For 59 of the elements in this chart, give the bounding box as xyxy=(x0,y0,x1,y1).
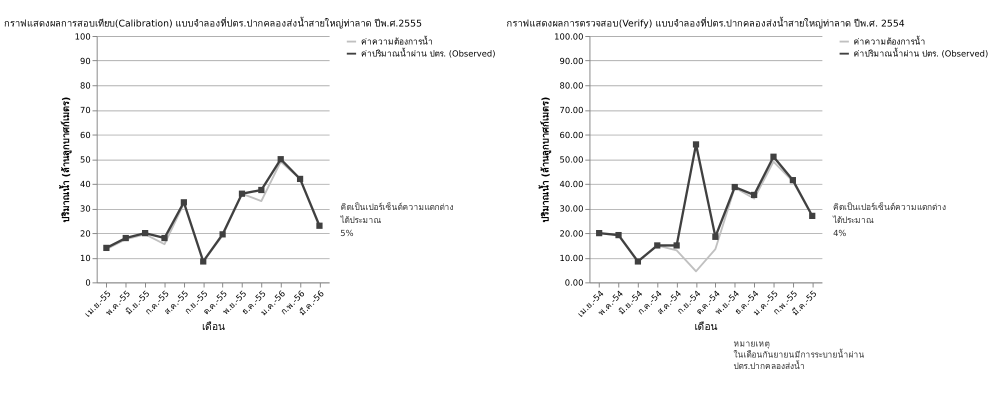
point xyxy=(180,199,187,206)
y-tick-label: 80.00 xyxy=(559,80,584,91)
point xyxy=(809,212,816,219)
y-tick-label: 40.00 xyxy=(559,179,584,190)
point xyxy=(692,141,700,148)
y-tick-label: 0 xyxy=(85,278,91,288)
point xyxy=(219,231,226,238)
y-tick-label: 10.00 xyxy=(559,253,584,264)
y-tick-label: 90 xyxy=(80,56,91,66)
text: คิดเป็นเปอร์เซ็นต์ความแตกต่าง ได้ประมาณ 5% xyxy=(339,202,454,238)
y-tick-label: 10 xyxy=(80,253,91,264)
point xyxy=(161,234,168,242)
point xyxy=(712,234,719,240)
point xyxy=(674,242,680,249)
point xyxy=(296,176,304,182)
legend-label: ค่าความต้องการน้ำ xyxy=(854,35,926,46)
point xyxy=(770,154,777,160)
y-tick-label: 40 xyxy=(80,179,91,190)
point xyxy=(258,186,264,194)
y-tick-label: 70 xyxy=(80,105,91,116)
y-tick-label: 80 xyxy=(80,80,91,91)
text: หมายเหตุ ในเดือนกันยายนมีการระบายน้ำผ่าน ปตร.ปากคลองส่งน้ำ xyxy=(734,338,865,371)
text: คิดเป็นเปอร์เซ็นต์ความแตกต่าง ได้ประมาณ 4% xyxy=(832,202,946,238)
y-tick-label: 90.00 xyxy=(559,56,584,66)
legend-label: ค่าปริมาณน้ำผ่าน ปตร. (Observed) xyxy=(360,47,496,58)
y-tick-label: 70.00 xyxy=(559,105,584,116)
x-axis-title: เดือน xyxy=(202,320,225,334)
chart-title: กราฟแสดงผลการตรวจสอบ(Verify) แบบจำลองที่ปตร.ปากคลองส่งน้ำสายใหญ่ท่าลาด ปีพ.ศ. 2554 xyxy=(506,16,905,30)
point xyxy=(200,258,206,265)
legend-label: ค่าปริมาณน้ำผ่าน ปตร. (Observed) xyxy=(854,47,988,58)
point xyxy=(596,230,602,236)
y-tick-label: 50 xyxy=(80,154,91,164)
y-tick-label: 100 xyxy=(74,31,91,42)
point xyxy=(278,156,284,162)
y-tick-label: 30 xyxy=(80,204,91,214)
y-tick-label: 20.00 xyxy=(559,228,584,238)
y-tick-label: 30.00 xyxy=(559,204,584,214)
legend-label: ค่าความต้องการน้ำ xyxy=(360,35,433,46)
point xyxy=(634,258,642,265)
point xyxy=(142,230,148,236)
y-tick-label: 60 xyxy=(80,130,91,140)
y-axis-title: ปริมาณน้ำ (ล้านลูกบาศก์เมตร) xyxy=(58,96,72,223)
point xyxy=(238,190,246,197)
point xyxy=(751,192,758,198)
point xyxy=(103,244,110,252)
chart-title: กราฟแสดงผลการสอบเทียบ(Calibration) แบบจำลองที่ปตร.ปากคลองส่งน้ำสายใหญ่ท่าลาด ปีพ.ศ.2555 xyxy=(4,16,422,30)
point xyxy=(790,177,796,184)
y-tick-label: 50.00 xyxy=(559,154,584,164)
y-axis-title: ปริมาณน้ำ (ล้านลูกบาศก์เมตร) xyxy=(538,96,552,223)
y-tick-label: 0.00 xyxy=(564,278,584,288)
y-tick-label: 60.00 xyxy=(559,130,584,140)
point xyxy=(316,222,323,229)
point xyxy=(654,242,660,249)
point xyxy=(615,232,622,238)
y-tick-label: 20 xyxy=(80,228,91,238)
point xyxy=(732,184,738,190)
point xyxy=(122,234,129,242)
y-tick-label: 100.00 xyxy=(554,31,584,42)
x-axis-title: เดือน xyxy=(694,320,718,334)
